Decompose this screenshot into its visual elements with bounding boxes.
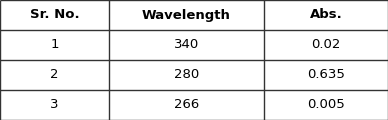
Text: 340: 340 [173,39,199,51]
Text: Abs.: Abs. [310,9,342,21]
Text: 266: 266 [173,99,199,111]
Text: Wavelength: Wavelength [142,9,231,21]
Text: 280: 280 [173,69,199,81]
Text: 0.02: 0.02 [311,39,341,51]
Text: 3: 3 [50,99,59,111]
Text: 1: 1 [50,39,59,51]
Text: Sr. No.: Sr. No. [29,9,79,21]
Text: 2: 2 [50,69,59,81]
Text: 0.635: 0.635 [307,69,345,81]
Text: 0.005: 0.005 [307,99,345,111]
